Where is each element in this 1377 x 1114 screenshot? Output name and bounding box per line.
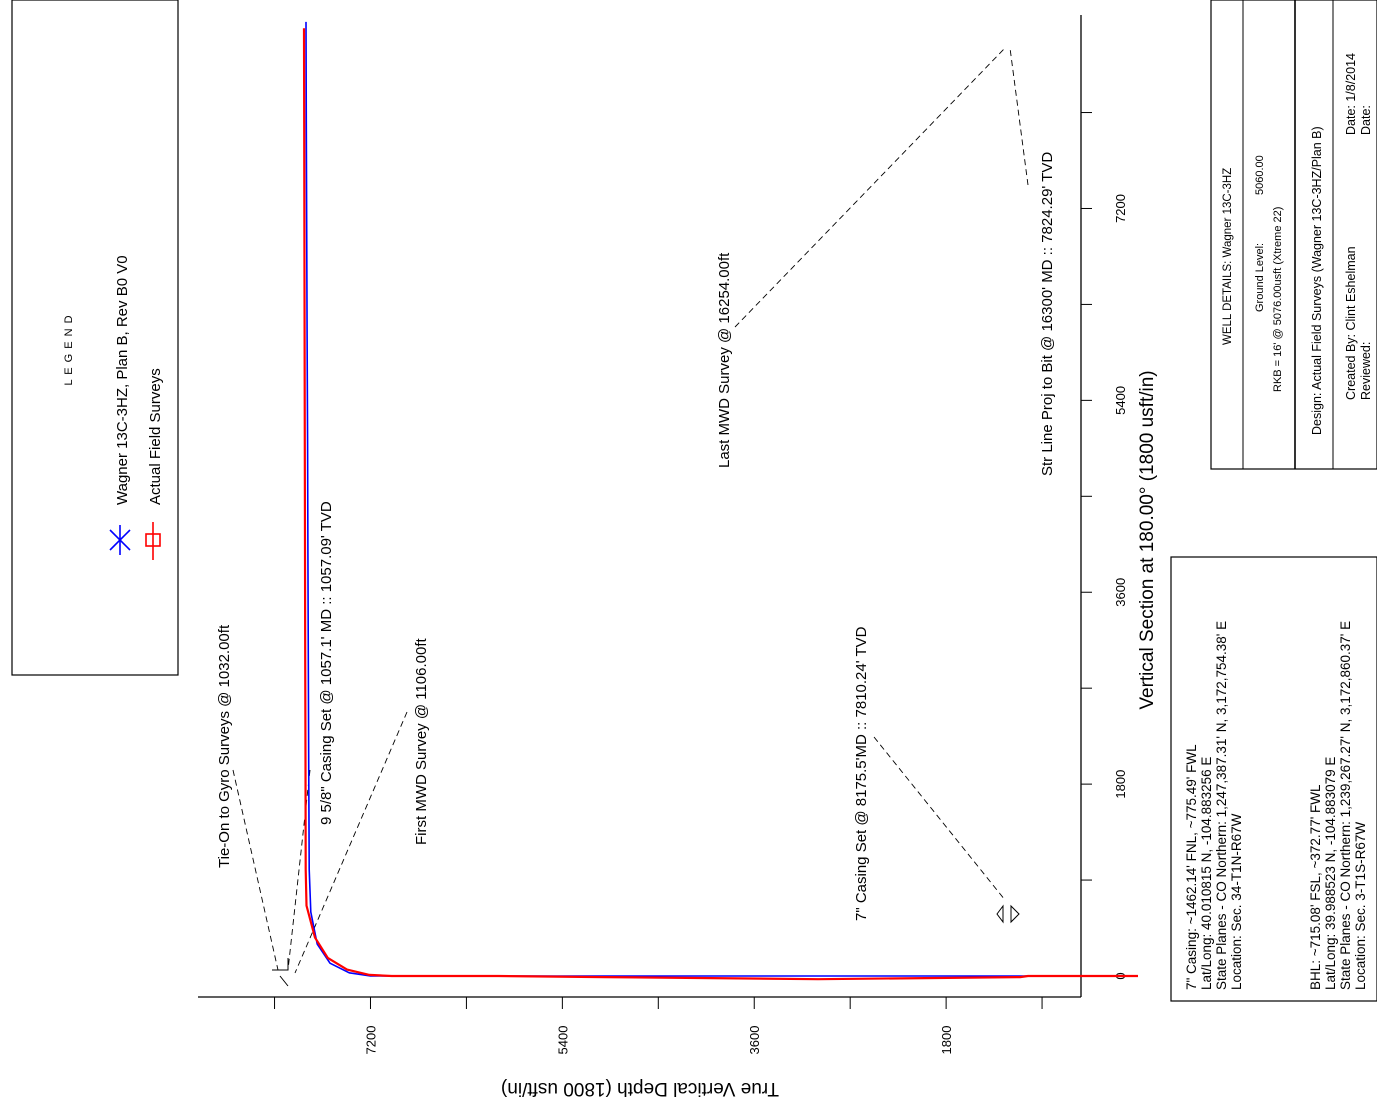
created-by: Created By: Clint Eshelman	[1344, 246, 1358, 400]
y-tick-label: 5400	[555, 1026, 570, 1055]
casing-location-lines: 7" Casing: ~1462.14' FNL, ~775.49' FWL L…	[1184, 621, 1244, 990]
y-tick-label: 3600	[747, 1026, 762, 1055]
legend-marker-actual	[145, 522, 161, 560]
x-tick-label: 3600	[1113, 578, 1128, 607]
reviewed-date: Date:	[1359, 105, 1373, 135]
bhl-location-lines: BHL: ~715.08' FSL, ~372.77' FWL Lat/Long…	[1308, 621, 1368, 990]
casing-line: 7" Casing: ~1462.14' FNL, ~775.49' FWL	[1184, 744, 1199, 990]
legend-heading: L E G E N D	[63, 314, 75, 385]
bhl-line: BHL: ~715.08' FSL, ~372.77' FWL	[1308, 784, 1323, 990]
well-details-box: WELL DETAILS: Wagner 13C-3HZ Ground Leve…	[1210, 0, 1377, 470]
location-box: 7" Casing: ~1462.14' FNL, ~775.49' FWL L…	[1170, 556, 1377, 1002]
y-ticks: 1800 3600 5400 7200	[274, 997, 1043, 1055]
survey-series	[302, 21, 1138, 981]
annotation-last-mwd: Last MWD Survey @ 16254.00ft	[716, 252, 733, 468]
rkb-elevation: RKB = 16' @ 5076.00usft (Xtreme 22)	[1272, 207, 1284, 392]
annotation-first-mwd: First MWD Survey @ 1106.00ft	[413, 638, 430, 846]
bhl-line: Lat/Long: 39.988523 N, -104.883079 E	[1323, 757, 1338, 990]
bhl-line: Location: Sec. 3-T1S-R67W	[1353, 822, 1368, 990]
location-box-frame	[1170, 556, 1377, 1002]
casing-line: Lat/Long: 40.010815 N, -104.883256 E	[1199, 757, 1214, 990]
x-tick-label: 1800	[1113, 770, 1128, 799]
well-details-frame	[1210, 0, 1377, 470]
annotation-markers	[272, 904, 1020, 987]
legend: L E G E N D Wagner 13C-3HZ, Plan B, Rev …	[11, 0, 179, 676]
series-line-plan	[305, 21, 1138, 977]
annotation-surface-casing: 9 5/8" Casing Set @ 1057.1' MD :: 1057.0…	[318, 501, 335, 825]
annotation-intermediate-casing: 7" Casing Set @ 8175.5'MD :: 7810.24' TV…	[853, 626, 870, 921]
legend-label-actual: Actual Field Surveys	[147, 368, 164, 505]
casing-line: State Planes - CO Northern: 1,247,387.31…	[1214, 621, 1229, 990]
ground-level-value: 5060.00	[1254, 155, 1266, 195]
design-name: Design: Actual Field Surveys (Wagner 13C…	[1310, 126, 1324, 435]
y-tick-label: 1800	[939, 1026, 954, 1055]
y-tick-label: 7200	[363, 1026, 378, 1055]
annotation-leaders	[232, 47, 1029, 974]
annotation-bit-projection: Str Line Proj to Bit @ 16300' MD :: 7824…	[1039, 152, 1056, 476]
series-line-actual	[302, 28, 1138, 981]
legend-frame	[11, 0, 179, 676]
created-date: Date: 1/8/2014	[1344, 53, 1358, 135]
casing-line: Location: Sec. 34-T1N-R67W	[1229, 813, 1244, 990]
y-axis-title: True Vertical Depth (1800 usft/in)	[501, 1078, 779, 1099]
x-axis-title: Vertical Section at 180.00° (1800 usft/i…	[1137, 370, 1158, 709]
legend-marker-plan	[109, 525, 131, 555]
well-details-title: WELL DETAILS: Wagner 13C-3HZ	[1222, 168, 1234, 345]
reviewed-label: Reviewed:	[1359, 342, 1373, 400]
x-tick-label: 7200	[1113, 194, 1128, 223]
annotation-tie-on: Tie-On to Gyro Surveys @ 1032.00ft	[216, 624, 233, 868]
legend-label-plan: Wagner 13C-3HZ, Plan B, Rev B0 V0	[114, 255, 131, 505]
ground-level-label: Ground Level:	[1254, 243, 1266, 312]
bhl-line: State Planes - CO Northern: 1,239,267.27…	[1338, 621, 1353, 990]
x-tick-label: 5400	[1113, 386, 1128, 415]
